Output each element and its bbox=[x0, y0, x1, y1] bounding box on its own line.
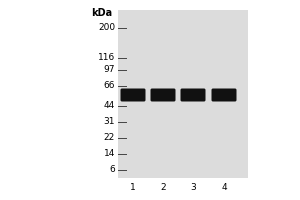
Text: 4: 4 bbox=[221, 184, 227, 192]
Text: 14: 14 bbox=[103, 150, 115, 158]
FancyBboxPatch shape bbox=[212, 88, 236, 102]
Text: 31: 31 bbox=[103, 117, 115, 127]
Text: 2: 2 bbox=[160, 184, 166, 192]
Text: 22: 22 bbox=[104, 134, 115, 142]
Text: 66: 66 bbox=[103, 82, 115, 90]
Text: 116: 116 bbox=[98, 53, 115, 62]
FancyBboxPatch shape bbox=[151, 88, 175, 102]
Text: 1: 1 bbox=[130, 184, 136, 192]
Text: 6: 6 bbox=[109, 166, 115, 174]
Text: kDa: kDa bbox=[91, 8, 112, 18]
Text: 3: 3 bbox=[190, 184, 196, 192]
FancyBboxPatch shape bbox=[181, 88, 206, 102]
Text: 200: 200 bbox=[98, 23, 115, 32]
Text: 97: 97 bbox=[103, 66, 115, 74]
Text: 44: 44 bbox=[104, 102, 115, 110]
Bar bbox=[118, 10, 248, 178]
FancyBboxPatch shape bbox=[121, 88, 146, 102]
